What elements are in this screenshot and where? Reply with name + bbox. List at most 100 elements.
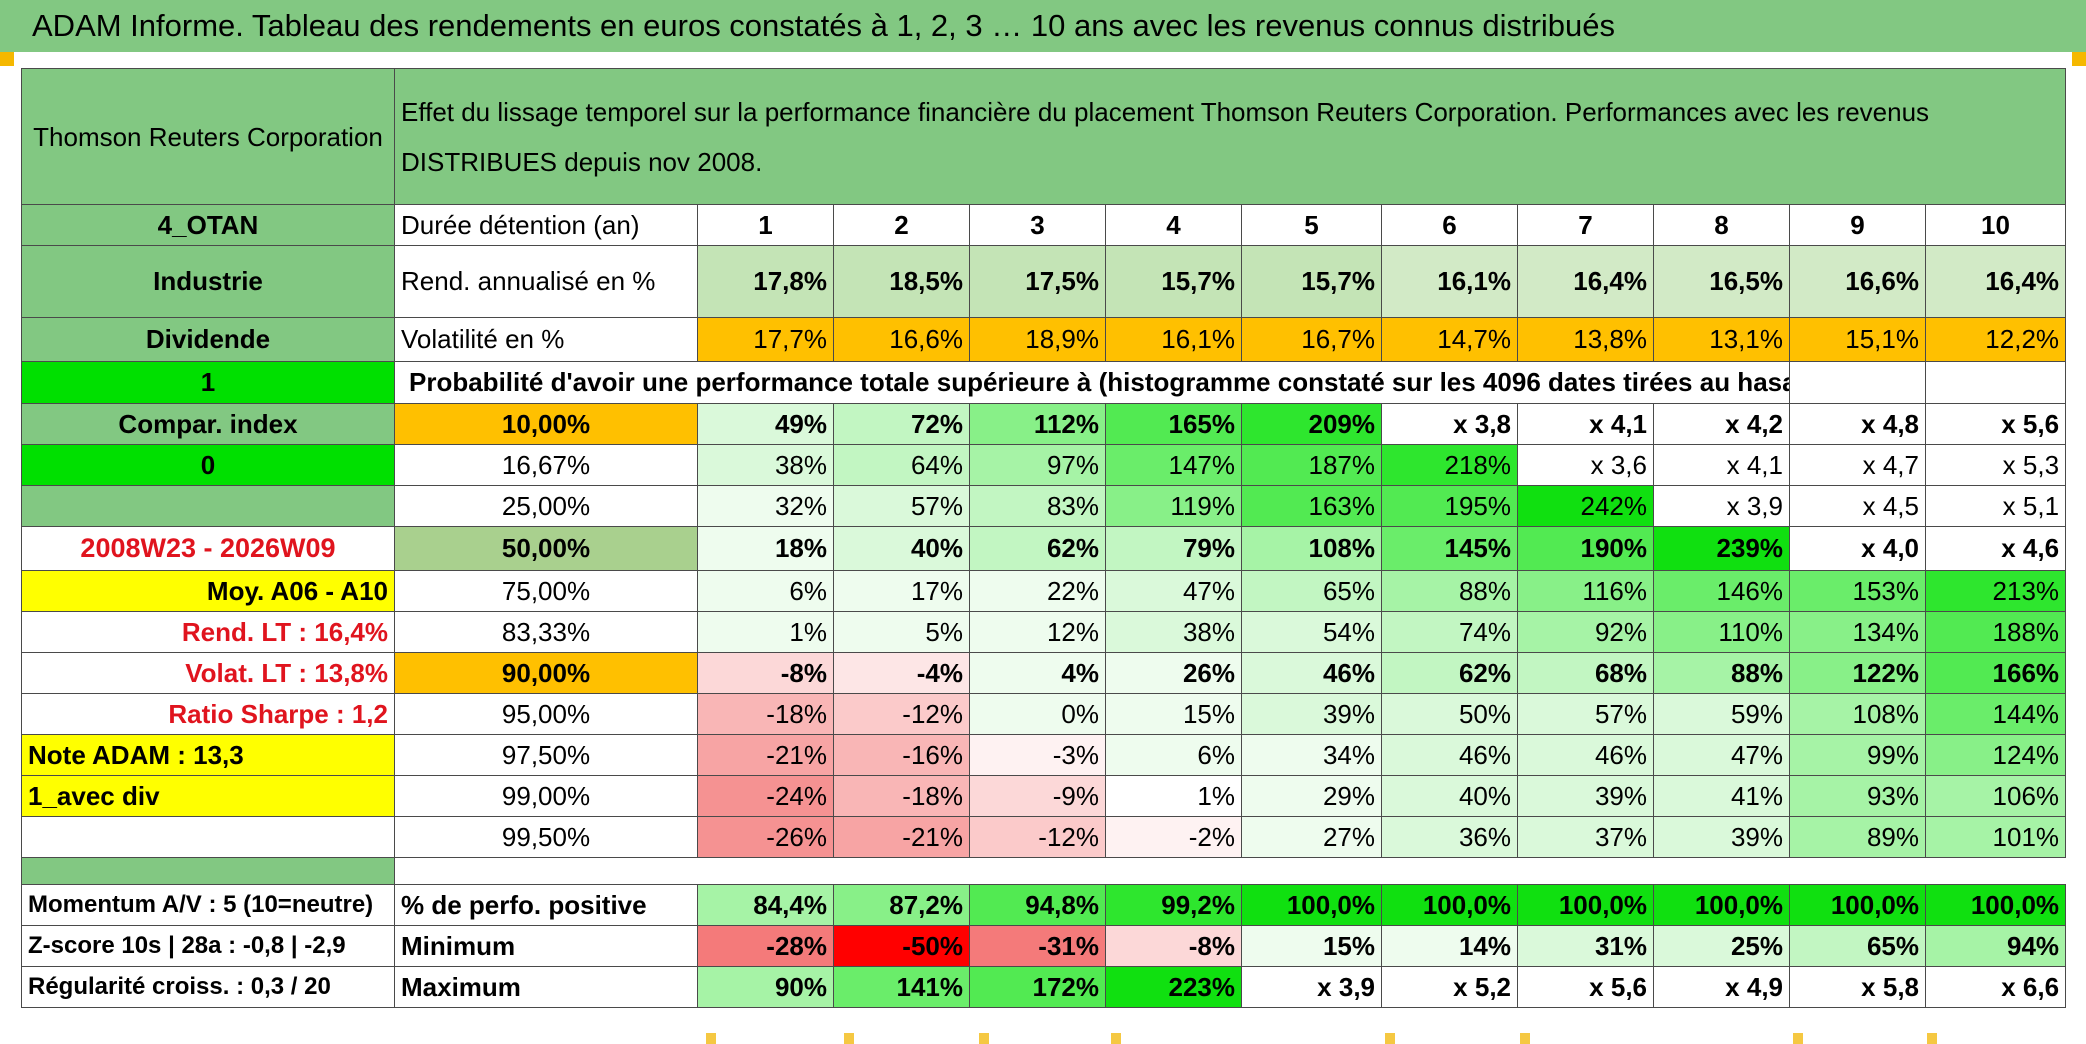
prob-value: -21% xyxy=(697,734,834,776)
prob-value: 72% xyxy=(833,403,970,445)
prob-value: 134% xyxy=(1789,611,1926,653)
quantile-percent: 50,00% xyxy=(394,526,698,571)
prob-value: x 5,3 xyxy=(1924,444,2067,486)
footer-value: 100,0% xyxy=(1789,884,1926,926)
footer-value: 14% xyxy=(1381,925,1518,967)
prob-value: 92% xyxy=(1517,611,1654,653)
annual-return-value: 18,5% xyxy=(833,245,970,318)
prob-value: -18% xyxy=(833,775,970,817)
volatility-value: 13,8% xyxy=(1517,317,1654,362)
prob-value: 88% xyxy=(1653,652,1790,694)
table-row: Dividende Volatilité en % 17,7% 16,6% 18,9% 1… xyxy=(21,317,2067,362)
prob-value: 110% xyxy=(1653,611,1790,653)
prob-value: 99% xyxy=(1789,734,1926,776)
column-marker xyxy=(706,1033,716,1044)
prob-value: 6% xyxy=(697,570,834,612)
prob-value: 165% xyxy=(1105,403,1242,445)
footer-label: Minimum xyxy=(394,925,698,967)
prob-value: 106% xyxy=(1924,775,2067,817)
prob-value: 188% xyxy=(1924,611,2067,653)
table-row: 25,00% 32% 57% 83% 119% 163% 195% 242% x 3,9 x 4,… xyxy=(21,485,2067,527)
prob-value: 40% xyxy=(833,526,970,571)
prob-value: 239% xyxy=(1653,526,1790,571)
prob-value: 36% xyxy=(1381,816,1518,858)
prob-value: x 4,0 xyxy=(1789,526,1926,571)
prob-value: 5% xyxy=(833,611,970,653)
table-row: Compar. index 10,00% 49% 72% 112% 165% 209% x 3… xyxy=(21,403,2067,445)
quantile-percent: 99,00% xyxy=(394,775,698,817)
prob-value: 79% xyxy=(1105,526,1242,571)
prob-value: 146% xyxy=(1653,570,1790,612)
meta-left: Industrie xyxy=(21,245,395,318)
prob-value: 108% xyxy=(1789,693,1926,735)
quantile-percent: 97,50% xyxy=(394,734,698,776)
prob-value: 38% xyxy=(1105,611,1242,653)
prob-value: x 4,7 xyxy=(1789,444,1926,486)
prob-value: 209% xyxy=(1241,403,1382,445)
column-marker xyxy=(1111,1033,1121,1044)
prob-value: 46% xyxy=(1241,652,1382,694)
year-header: 1 xyxy=(697,204,834,246)
prob-value: x 4,1 xyxy=(1517,403,1654,445)
prob-value: 15% xyxy=(1105,693,1242,735)
year-header: 5 xyxy=(1241,204,1382,246)
volatility-value: 16,1% xyxy=(1105,317,1242,362)
quantile-percent: 99,50% xyxy=(394,816,698,858)
volatility-value: 18,9% xyxy=(969,317,1106,362)
prob-row-label xyxy=(21,816,395,858)
year-header: 7 xyxy=(1517,204,1654,246)
prob-value: 59% xyxy=(1653,693,1790,735)
prob-value: 22% xyxy=(969,570,1106,612)
prob-row-label: Rend. LT : 16,4% xyxy=(21,611,395,653)
prob-value: x 4,5 xyxy=(1789,485,1926,527)
prob-value: -8% xyxy=(697,652,834,694)
prob-value: -12% xyxy=(969,816,1106,858)
prob-row-label: Compar. index xyxy=(21,403,395,445)
footer-left: Régularité croiss. : 0,3 / 20 xyxy=(21,966,395,1008)
prob-value: 57% xyxy=(833,485,970,527)
prob-value: 54% xyxy=(1241,611,1382,653)
prob-value: 116% xyxy=(1517,570,1654,612)
volatility-value: 16,7% xyxy=(1241,317,1382,362)
prob-value: 108% xyxy=(1241,526,1382,571)
annual-return-value: 16,4% xyxy=(1517,245,1654,318)
table-row: Volat. LT : 13,8% 90,00% -8% -4% 4% 26% 46% 62%… xyxy=(21,652,2067,694)
volatility-value: 17,7% xyxy=(697,317,834,362)
footer-value: -8% xyxy=(1105,925,1242,967)
volatility-value: 16,6% xyxy=(833,317,970,362)
volatility-value: 13,1% xyxy=(1653,317,1790,362)
annual-return-value: 16,1% xyxy=(1381,245,1518,318)
volatility-value: 12,2% xyxy=(1924,317,2067,362)
prob-value: 112% xyxy=(969,403,1106,445)
prob-value: 0% xyxy=(969,693,1106,735)
footer-value: x 5,6 xyxy=(1517,966,1654,1008)
year-header: 8 xyxy=(1653,204,1790,246)
footer-value: 94% xyxy=(1924,925,2067,967)
prob-value: 74% xyxy=(1381,611,1518,653)
year-header: 2 xyxy=(833,204,970,246)
footer-value: 100,0% xyxy=(1653,884,1790,926)
prob-row-label xyxy=(21,485,395,527)
prob-value: x 5,1 xyxy=(1924,485,2067,527)
column-marker xyxy=(1793,1033,1803,1044)
prob-label: Probabilité d'avoir une performance tota… xyxy=(394,361,1790,404)
table-row: 99,50% -26% -21% -12% -2% 27% 36% 37% 39% 89% 101% xyxy=(21,816,2067,858)
annual-return-value: 17,8% xyxy=(697,245,834,318)
footer-value: 223% xyxy=(1105,966,1242,1008)
prob-value: 1% xyxy=(1105,775,1242,817)
table-row: Momentum A/V : 5 (10=neutre)% de perfo. … xyxy=(21,884,2067,926)
prob-value: x 5,6 xyxy=(1924,403,2067,445)
prob-value: 39% xyxy=(1653,816,1790,858)
prob-value: 12% xyxy=(969,611,1106,653)
annual-return-value: 16,5% xyxy=(1653,245,1790,318)
year-header: 9 xyxy=(1789,204,1926,246)
quantile-percent: 10,00% xyxy=(394,403,698,445)
prob-value: 97% xyxy=(969,444,1106,486)
table-row: Ratio Sharpe : 1,2 95,00% -18% -12% 0% 15% 39%… xyxy=(21,693,2067,735)
table-row: Industrie Rend. annualisé en % 17,8% 18,5% 1… xyxy=(21,245,2067,318)
prob-value: -18% xyxy=(697,693,834,735)
prob-row-label: Ratio Sharpe : 1,2 xyxy=(21,693,395,735)
prob-value: -3% xyxy=(969,734,1106,776)
quantile-percent: 16,67% xyxy=(394,444,698,486)
prob-value: 17% xyxy=(833,570,970,612)
